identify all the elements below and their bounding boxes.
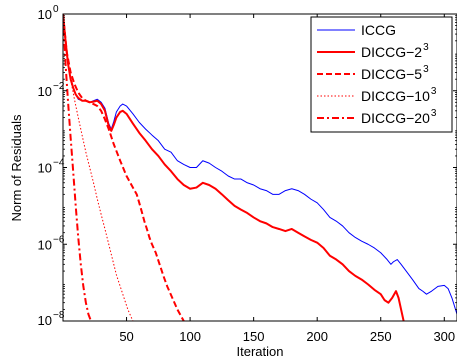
x-tick-label-2: 150: [243, 329, 265, 344]
y-tick-exponent-3: −2: [53, 81, 65, 92]
legend-label-0: ICCG: [361, 22, 396, 38]
series-line-0: [63, 14, 457, 315]
y-tick-exponent-2: −4: [53, 158, 65, 169]
series-line-1: [63, 14, 405, 321]
y-tick-label-0: 10: [38, 313, 52, 328]
y-tick-exponent-4: 0: [53, 4, 59, 15]
x-tick-label-5: 300: [433, 329, 455, 344]
legend-label-2: DICCG−5: [361, 66, 422, 82]
x-tick-label-1: 100: [179, 329, 201, 344]
y-tick-label-3: 10: [38, 84, 52, 99]
legend-label-4: DICCG−20: [361, 110, 430, 126]
x-tick-label-4: 250: [370, 329, 392, 344]
legend-label-sup-2: 3: [423, 64, 429, 75]
series-layer: [63, 14, 457, 321]
legend-label-1: DICCG−2: [361, 44, 422, 60]
y-axis-label: Norm of Residuals: [9, 114, 24, 221]
y-tick-label-1: 10: [38, 237, 52, 252]
series-line-2: [63, 14, 185, 321]
x-axis-label: Iteration: [237, 344, 284, 359]
x-tick-label-3: 200: [306, 329, 328, 344]
y-tick-exponent-1: −6: [53, 234, 65, 245]
legend-box: [310, 16, 453, 133]
legend-label-sup-3: 3: [431, 86, 437, 97]
x-tick-label-0: 50: [119, 329, 133, 344]
legend-label-3: DICCG−10: [361, 88, 430, 104]
y-tick-exponent-0: −8: [53, 310, 65, 321]
legend-label-sup-1: 3: [423, 42, 429, 53]
y-tick-label-4: 10: [38, 7, 52, 22]
series-line-4: [63, 14, 92, 321]
y-tick-label-2: 10: [38, 161, 52, 176]
legend-label-sup-4: 3: [431, 108, 437, 119]
